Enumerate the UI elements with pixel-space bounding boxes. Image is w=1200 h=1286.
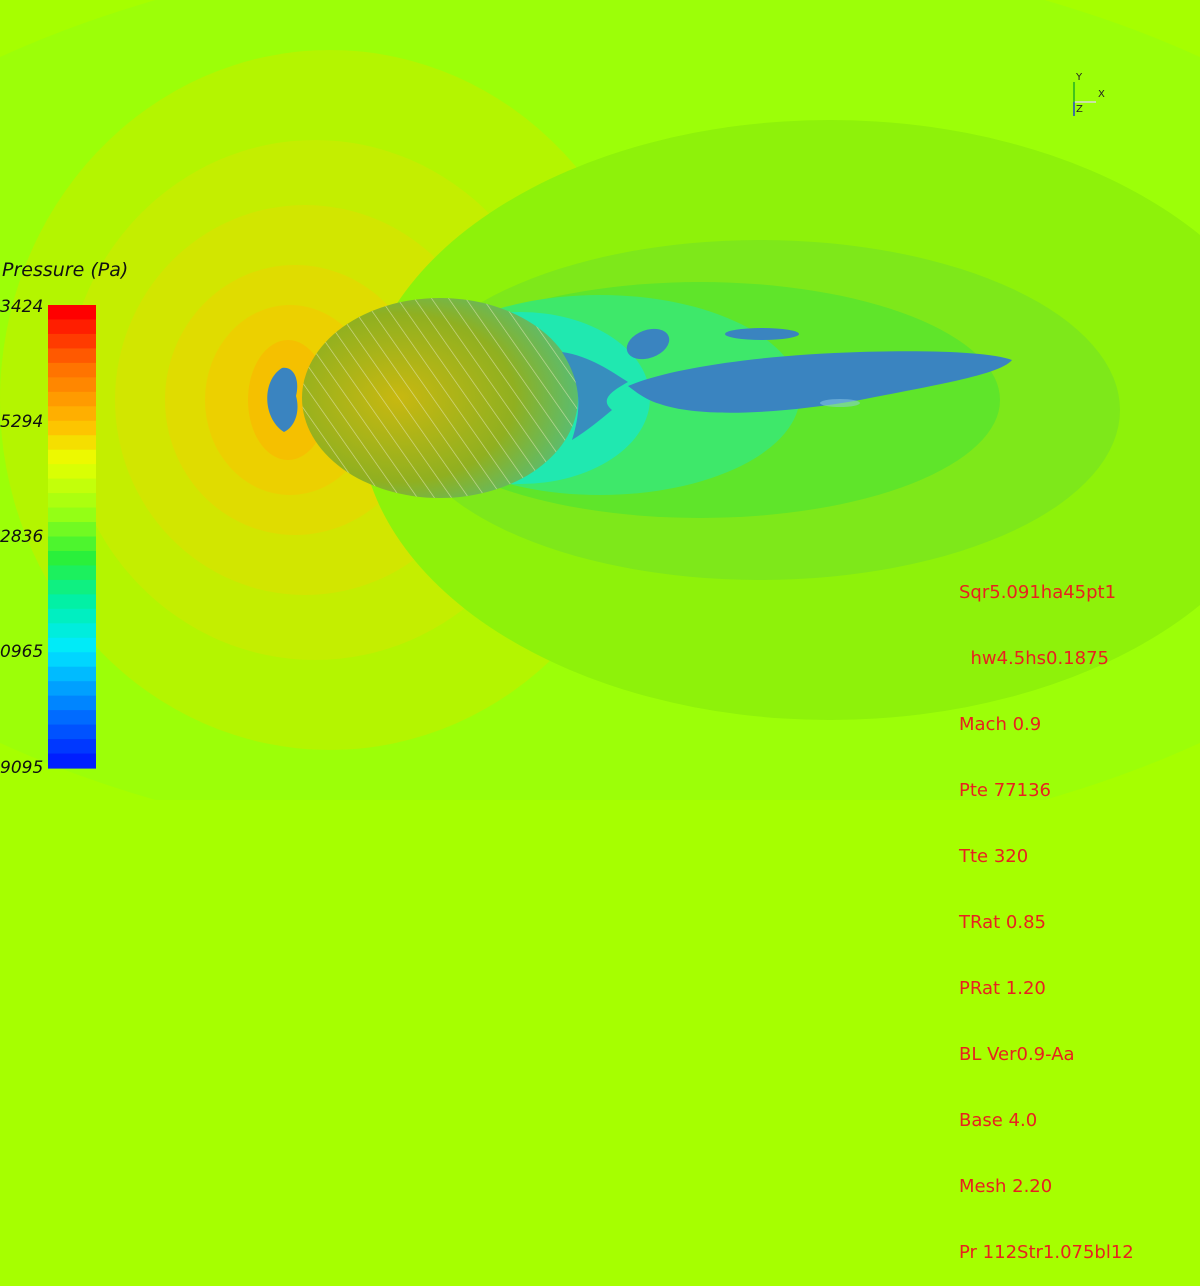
colorbar-band bbox=[48, 348, 96, 364]
colorbar-band bbox=[48, 753, 96, 769]
colorbar-band bbox=[48, 623, 96, 639]
colorbar-band bbox=[48, 637, 96, 653]
colorbar-band bbox=[48, 724, 96, 740]
param-line: Pr 112Str1.075bl12 bbox=[959, 1242, 1134, 1263]
colorbar-tick: 2836 bbox=[0, 527, 44, 547]
colorbar-band bbox=[48, 449, 96, 465]
colorbar-band bbox=[48, 710, 96, 726]
colorbar-band bbox=[48, 333, 96, 350]
colorbar-band bbox=[48, 739, 96, 755]
colorbar-band bbox=[48, 362, 96, 378]
colorbar-tick: 9095 bbox=[0, 758, 44, 778]
colorbar-band bbox=[48, 406, 96, 422]
pressure-colorbar bbox=[48, 305, 96, 769]
colorbar-tick: 0965 bbox=[0, 642, 44, 662]
colorbar-band bbox=[48, 550, 96, 567]
legend-title: Pressure (Pa) bbox=[2, 259, 129, 281]
simulation-viewport[interactable]: X Y Z bbox=[0, 0, 1200, 800]
colorbar-band bbox=[48, 695, 96, 711]
colorbar-band bbox=[48, 377, 96, 393]
param-line: Sqr5.091ha45pt1 bbox=[959, 582, 1117, 603]
vortex-isosurface bbox=[267, 328, 1012, 440]
colorbar-band bbox=[48, 666, 96, 682]
axis-y-label: Y bbox=[1075, 72, 1083, 83]
axes-triad: X Y Z bbox=[1073, 72, 1105, 116]
param-line: Tte 320 bbox=[959, 846, 1029, 867]
param-line: PRat 1.20 bbox=[959, 978, 1046, 999]
simulation-parameters: Sqr5.091ha45pt1 hw4.5hs0.1875 Mach 0.9 P… bbox=[959, 538, 1134, 1286]
axis-z-label: Z bbox=[1076, 104, 1083, 115]
param-line: BL Ver0.9-Aa bbox=[959, 1044, 1075, 1065]
colorbar-band bbox=[48, 594, 96, 610]
colorbar-band bbox=[48, 478, 96, 494]
colorbar-tick: 5294 bbox=[0, 412, 44, 432]
param-line: TRat 0.85 bbox=[959, 912, 1046, 933]
colorbar-band bbox=[48, 493, 96, 509]
colorbar-band bbox=[48, 435, 96, 451]
param-line: Pte 77136 bbox=[959, 780, 1051, 801]
colorbar-band bbox=[48, 305, 96, 321]
colorbar-band bbox=[48, 681, 96, 697]
colorbar-band bbox=[48, 319, 96, 335]
colorbar-band bbox=[48, 391, 96, 407]
colorbar-band bbox=[48, 652, 96, 668]
colorbar-band bbox=[48, 522, 96, 538]
colorbar-band bbox=[48, 565, 96, 581]
colorbar-band bbox=[48, 608, 96, 624]
param-line: Mesh 2.20 bbox=[959, 1176, 1053, 1197]
param-line: Base 4.0 bbox=[959, 1110, 1038, 1131]
colorbar-band bbox=[48, 420, 96, 436]
colorbar-band bbox=[48, 507, 96, 523]
colorbar-tick: 3424 bbox=[0, 297, 44, 317]
axis-x-label: X bbox=[1098, 89, 1105, 100]
colorbar-band bbox=[48, 536, 96, 552]
param-line: Mach 0.9 bbox=[959, 714, 1042, 735]
nozzle-body bbox=[302, 298, 578, 498]
colorbar-band bbox=[48, 464, 96, 480]
colorbar-band bbox=[48, 579, 96, 595]
param-line: hw4.5hs0.1875 bbox=[959, 648, 1109, 669]
